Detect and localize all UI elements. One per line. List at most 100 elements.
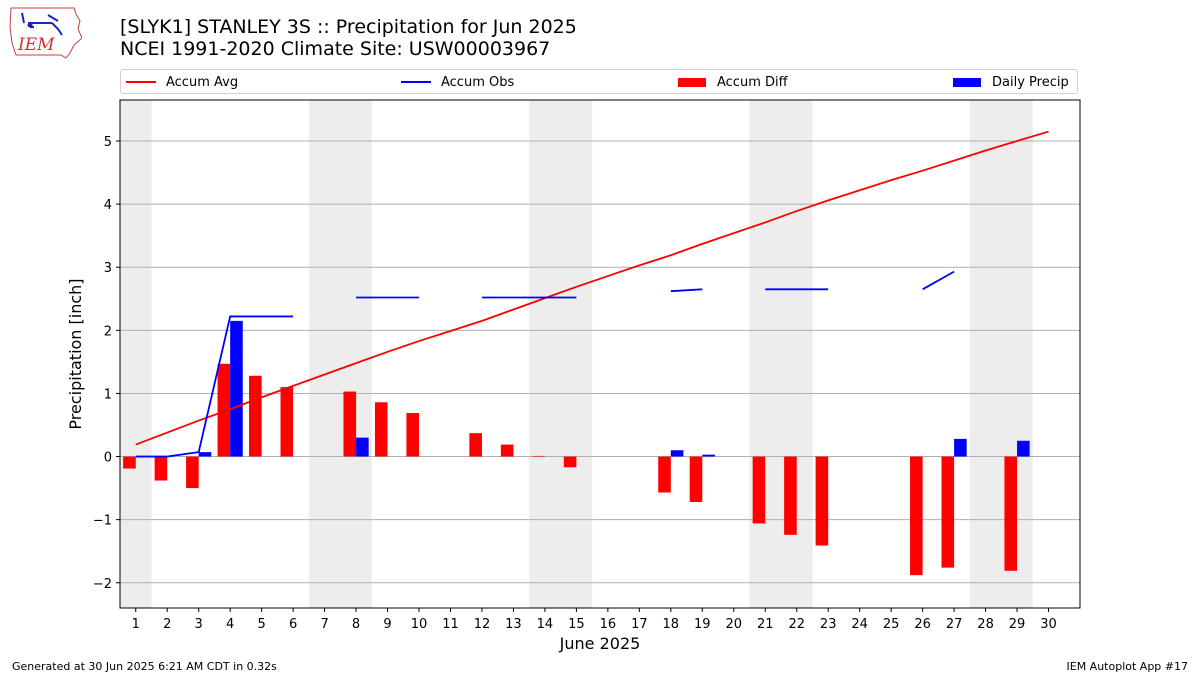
accum-diff-bar (500, 444, 514, 457)
accum-diff-bar (689, 456, 703, 502)
legend-item-accum-obs: Accum Obs (401, 73, 514, 91)
footer-app-text: IEM Autoplot App #17 (1066, 660, 1189, 673)
accum-diff-bar (186, 456, 199, 489)
x-tick-label: 7 (320, 617, 328, 632)
x-tick-label: 3 (195, 617, 203, 632)
daily-precip-bar (356, 437, 369, 457)
y-tick-label: 4 (104, 198, 112, 213)
x-tick-label: 15 (568, 617, 585, 632)
x-tick-label: 23 (820, 617, 837, 632)
legend-label: Accum Diff (717, 74, 788, 90)
accum-diff-bar (752, 456, 766, 524)
accum-diff-bar (658, 456, 671, 493)
chart-title: [SLYK1] STANLEY 3S :: Precipitation for … (120, 16, 577, 60)
daily-precip-bar (1017, 440, 1030, 457)
legend-item-accum-avg: Accum Avg (126, 73, 238, 91)
logo-text: IEM (17, 35, 55, 55)
accum-diff-bar (563, 456, 577, 468)
accum-diff-bar (815, 456, 829, 546)
x-tick-label: 19 (694, 617, 711, 632)
y-tick-label: 3 (104, 261, 112, 276)
chart-legend: Accum Avg Accum Obs Accum Diff Daily Pre… (120, 69, 1078, 94)
x-tick-label: 28 (977, 617, 994, 632)
weekend-shade (308, 100, 372, 608)
x-tick-label: 26 (914, 617, 931, 632)
y-tick-label: −2 (93, 577, 112, 592)
daily-precip-bar (198, 452, 212, 457)
y-tick-label: 1 (104, 387, 112, 402)
accum-avg-line (135, 130, 1049, 446)
title-line-1: [SLYK1] STANLEY 3S :: Precipitation for … (120, 16, 577, 38)
daily-precip-bar (230, 320, 243, 457)
weekend-shade (120, 100, 152, 608)
x-tick-label: 18 (663, 617, 680, 632)
x-tick-label: 21 (757, 617, 774, 632)
accum-diff-bar (406, 413, 420, 457)
x-tick-label: 12 (474, 617, 491, 632)
legend-item-daily-precip: Daily Precip (953, 73, 1069, 91)
x-tick-label: 14 (537, 617, 554, 632)
weekend-shade (749, 100, 813, 608)
accum-diff-bar (532, 455, 545, 457)
accum-diff-bar (217, 363, 231, 457)
x-tick-label: 17 (631, 617, 648, 632)
legend-label: Accum Avg (166, 74, 239, 90)
x-tick-label: 4 (226, 617, 234, 632)
accum-diff-bar (343, 391, 357, 457)
x-tick-label: 13 (505, 617, 522, 632)
x-tick-label: 24 (851, 617, 868, 632)
x-tick-label: 30 (1040, 617, 1057, 632)
x-tick-label: 9 (383, 617, 391, 632)
accum-obs-line (135, 315, 294, 458)
y-tick-label: 2 (104, 324, 112, 339)
title-line-2: NCEI 1991-2020 Climate Site: USW00003967 (120, 38, 551, 60)
iowa-outline-icon (9, 7, 82, 59)
x-tick-label: 10 (411, 617, 428, 632)
accum-diff-bar (154, 456, 168, 481)
legend-swatch-daily-precip (953, 77, 981, 87)
x-tick-label: 1 (132, 617, 140, 632)
accum-diff-bar (784, 456, 797, 535)
accum-diff-bar (280, 387, 294, 457)
x-tick-label: 16 (600, 617, 617, 632)
y-axis-label: Precipitation [inch] (66, 278, 85, 429)
legend-label: Accum Obs (441, 74, 515, 90)
accum-obs-line (922, 270, 955, 291)
legend-item-accum-diff: Accum Diff (678, 73, 788, 91)
x-tick-label: 8 (352, 617, 360, 632)
plot-background (120, 100, 1080, 608)
x-tick-label: 25 (883, 617, 900, 632)
iem-logo: IEM (9, 7, 82, 59)
plot-frame (119, 99, 1081, 609)
legend-label: Daily Precip (992, 74, 1069, 90)
x-tick-label: 29 (1009, 617, 1026, 632)
weather-station-icon (21, 12, 63, 36)
footer-generated-text: Generated at 30 Jun 2025 6:21 AM CDT in … (12, 660, 277, 673)
accum-diff-bar (941, 456, 955, 568)
x-tick-label: 6 (289, 617, 297, 632)
weekend-shade (529, 100, 593, 608)
accum-diff-bar (249, 375, 262, 457)
legend-swatch-accum-obs (401, 81, 431, 83)
accum-diff-bar (1004, 456, 1018, 571)
accum-diff-bar (374, 402, 388, 457)
accum-diff-bar (123, 456, 136, 469)
daily-precip-bar (670, 450, 684, 457)
x-tick-label: 2 (163, 617, 171, 632)
weekend-shade (969, 100, 1033, 608)
x-tick-label: 20 (725, 617, 742, 632)
x-tick-label: 22 (788, 617, 805, 632)
daily-precip-bar (954, 438, 967, 457)
legend-swatch-accum-diff (678, 77, 706, 87)
accum-diff-bar (910, 456, 923, 576)
legend-swatch-accum-avg (126, 81, 156, 83)
x-tick-label: 27 (946, 617, 963, 632)
x-tick-label: 11 (442, 617, 459, 632)
x-axis-label: June 2025 (559, 634, 641, 653)
y-tick-label: 5 (104, 135, 112, 150)
accum-obs-line (670, 288, 703, 293)
accum-diff-bar (469, 433, 482, 457)
daily-precip-bar (702, 454, 715, 457)
y-tick-label: −1 (93, 514, 112, 529)
